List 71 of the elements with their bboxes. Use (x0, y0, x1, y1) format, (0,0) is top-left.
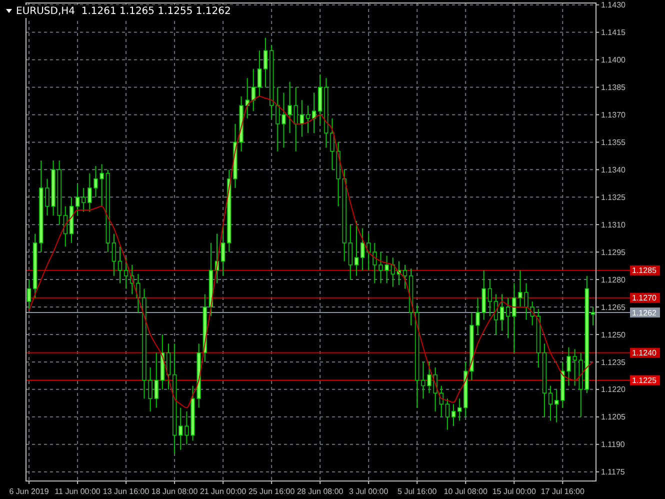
candlestick (154, 352, 158, 408)
candlestick (554, 388, 559, 423)
x-tick-label: 28 Jun 08:00 (296, 487, 344, 496)
candlestick (178, 407, 183, 450)
candlestick (354, 220, 359, 276)
y-tick-label: 1.1265 (601, 302, 626, 312)
y-tick-label: 1.1280 (601, 275, 626, 284)
y-tick-label: 1.1205 (601, 412, 626, 422)
y-tick-label: 1.1310 (601, 220, 626, 230)
x-tick-label: 15 Jul 00:00 (492, 487, 536, 496)
x-tick-label: 21 Jun 00:00 (200, 487, 247, 496)
candlestick (506, 297, 510, 339)
chart-title: EURUSD,H4 1.1261 1.1265 1.1255 1.1262 (16, 6, 231, 17)
candlestick (402, 264, 408, 290)
ref-line-label: 1.1225 (632, 376, 658, 386)
y-tick-label: 1.1340 (601, 165, 626, 174)
candlestick (488, 279, 492, 317)
x-tick-label: 5 Jul 16:00 (398, 487, 438, 496)
candlestick (312, 92, 316, 134)
candlestick (166, 343, 171, 390)
candlestick (548, 385, 553, 422)
x-tick-label: 6 Jun 2019 (9, 487, 50, 496)
candlestick (294, 86, 298, 152)
candlestick (421, 361, 426, 400)
candlestick (318, 74, 322, 124)
ref-line-label: 1.1240 (632, 348, 658, 358)
x-tick-label: 25 Jun 16:00 (248, 487, 296, 496)
candlestick (124, 257, 128, 290)
candlestick (306, 105, 310, 134)
candlestick (457, 398, 462, 422)
x-tick-label: 3 Jul 00:00 (349, 487, 389, 496)
candlestick (263, 37, 268, 88)
ref-line-label: 1.1270 (632, 294, 658, 303)
y-tick-label: 1.1235 (601, 358, 626, 367)
x-tick-label: 11 Jun 00:00 (54, 487, 101, 496)
candlestick (482, 270, 486, 320)
candlestick (88, 172, 92, 212)
x-tick-label: 17 Jul 16:00 (540, 487, 585, 496)
candlestick (500, 294, 504, 332)
candlestick (251, 68, 256, 112)
candlestick (112, 233, 116, 276)
y-tick-label: 1.1295 (601, 248, 626, 257)
candlestick (372, 242, 377, 284)
y-tick-label: 1.1415 (601, 28, 626, 38)
y-tick-label: 1.1175 (601, 468, 626, 477)
candlestick (451, 404, 456, 427)
y-tick-label: 1.1325 (601, 192, 626, 202)
x-tick-label: 10 Jul 08:00 (444, 487, 488, 496)
candlestick (445, 398, 450, 430)
y-tick-label: 1.1190 (601, 440, 626, 450)
candlestick (82, 187, 86, 212)
candlestick (257, 50, 262, 97)
y-tick-label: 1.1400 (601, 56, 626, 65)
candlestick (75, 184, 80, 216)
y-tick-label: 1.1355 (601, 138, 626, 147)
candlestick (348, 224, 352, 280)
y-tick-label: 1.1430 (601, 0, 626, 10)
y-tick-label: 1.1220 (601, 385, 626, 394)
candlestick (221, 224, 226, 276)
candlestick (118, 246, 122, 284)
ref-line-label: 1.1262 (632, 308, 658, 318)
y-tick-label: 1.1250 (601, 330, 626, 340)
candlestick (26, 279, 32, 312)
x-tick-label: 18 Jun 08:00 (151, 487, 198, 496)
candlestick (512, 282, 516, 354)
y-tick-label: 1.1385 (601, 83, 626, 92)
y-tick-label: 1.1370 (601, 110, 626, 120)
candlestick (276, 86, 280, 152)
x-tick-label: 13 Jun 16:00 (102, 487, 150, 496)
candlestick (360, 228, 365, 271)
ref-line-label: 1.1285 (632, 266, 658, 276)
